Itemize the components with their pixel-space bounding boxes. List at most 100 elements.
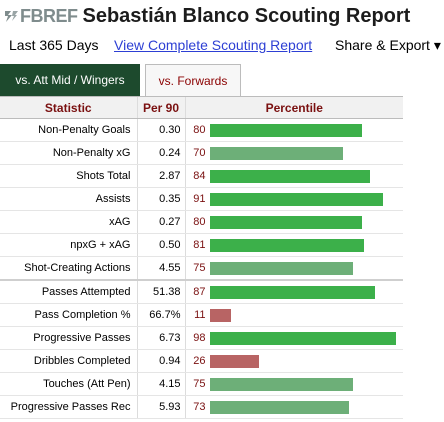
- percentile-wrap: 73: [186, 396, 404, 418]
- per90-value: 0.27: [136, 210, 185, 234]
- per90-value: 6.73: [136, 326, 185, 350]
- stat-name: npxG + xAG: [0, 233, 137, 257]
- percentile-bar: [209, 285, 375, 299]
- percentile-cell: 81: [184, 233, 404, 257]
- percentile-cell: 98: [184, 326, 404, 350]
- table-row: Assists 0.35 91: [0, 187, 404, 211]
- percentile-value: 84: [193, 170, 206, 182]
- percentile-value: 70: [193, 147, 206, 159]
- percentile-cell: 75: [184, 256, 404, 281]
- table-row: Touches (Att Pen) 4.15 75: [0, 372, 404, 396]
- percentile-wrap: 81: [186, 234, 404, 256]
- per90-value: 4.15: [136, 372, 185, 396]
- percentile-wrap: 26: [186, 350, 404, 372]
- percentile-cell: 70: [184, 141, 403, 165]
- percentile-value: 91: [193, 193, 206, 205]
- stat-name: Passes Attempted: [0, 279, 137, 304]
- stat-name: Non-Penalty xG: [0, 141, 137, 165]
- percentile-value: 11: [194, 309, 206, 321]
- percentile-bar: [209, 331, 396, 345]
- percentile-bar: [209, 215, 362, 229]
- table-row: Non-Penalty xG 0.24 70: [0, 141, 403, 165]
- table-row: Progressive Passes Rec 5.93 73: [0, 395, 404, 419]
- stat-name: Shots Total: [0, 164, 137, 188]
- fbref-logo-icon: [3, 8, 19, 24]
- share-export-menu[interactable]: Share & Export ▾: [335, 37, 441, 53]
- stat-name: Assists: [0, 187, 137, 211]
- table-row: npxG + xAG 0.50 81: [0, 233, 404, 257]
- percentile-bar: [209, 261, 353, 275]
- percentile-value: 75: [193, 262, 206, 274]
- percentile-wrap: 98: [186, 327, 404, 349]
- table-row: Progressive Passes 6.73 98: [0, 326, 404, 350]
- stat-name: Shot-Creating Actions: [0, 256, 137, 281]
- fbref-logo-text: FBREF: [20, 5, 78, 26]
- percentile-value: 73: [193, 401, 206, 413]
- per90-value: 2.87: [136, 164, 185, 188]
- percentile-cell: 75: [184, 372, 404, 396]
- column-header-percentile[interactable]: Percentile: [184, 96, 403, 119]
- table-row: Shots Total 2.87 84: [0, 164, 404, 188]
- percentile-wrap: 75: [186, 257, 404, 279]
- tab-forwards[interactable]: vs. Forwards: [145, 64, 241, 96]
- percentile-bar: [209, 354, 259, 368]
- percentile-value: 87: [193, 286, 206, 298]
- percentile-bar: [209, 238, 364, 252]
- per90-value: 0.24: [136, 141, 185, 165]
- percentile-bar: [209, 146, 343, 160]
- scouting-table-body: Non-Penalty Goals 0.30 80 Non-Penalty xG 0.2…: [0, 118, 404, 419]
- percentile-cell: 73: [184, 395, 404, 419]
- per90-value: 0.30: [136, 118, 185, 142]
- comparison-tabs: vs. Att Mid / Wingers vs. Forwards: [0, 64, 444, 96]
- stat-name: xAG: [0, 210, 137, 234]
- column-header-statistic[interactable]: Statistic: [0, 96, 137, 119]
- per90-value: 66.7%: [136, 303, 185, 327]
- per90-value: 51.38: [136, 279, 185, 304]
- percentile-cell: 26: [184, 349, 404, 373]
- percentile-value: 75: [193, 378, 206, 390]
- percentile-cell: 80: [184, 210, 404, 234]
- fbref-logo[interactable]: FBREF: [3, 6, 78, 27]
- percentile-cell: 80: [184, 118, 404, 142]
- stat-name: Pass Completion %: [0, 303, 137, 327]
- per90-value: 0.35: [136, 187, 185, 211]
- stat-name: Dribbles Completed: [0, 349, 137, 373]
- stat-name: Non-Penalty Goals: [0, 118, 137, 142]
- page-title: Sebastián Blanco Scouting Report: [82, 4, 411, 27]
- percentile-wrap: 84: [186, 165, 404, 187]
- percentile-wrap: 75: [186, 373, 404, 395]
- percentile-value: 98: [193, 332, 206, 344]
- percentile-bar: [209, 192, 383, 206]
- percentile-value: 80: [193, 216, 206, 228]
- tab-att-mid-wingers[interactable]: vs. Att Mid / Wingers: [0, 64, 140, 96]
- percentile-bar: [209, 308, 231, 322]
- percentile-bar: [209, 123, 362, 137]
- percentile-bar: [209, 400, 349, 414]
- table-row: xAG 0.27 80: [0, 210, 404, 234]
- percentile-wrap: 11: [186, 304, 404, 326]
- column-header-per90[interactable]: Per 90: [136, 96, 185, 119]
- percentile-wrap: 91: [186, 188, 404, 210]
- per90-value: 4.55: [136, 256, 185, 281]
- table-row: Passes Attempted 51.38 87: [0, 279, 404, 304]
- percentile-wrap: 80: [186, 211, 404, 233]
- percentile-bar: [209, 377, 353, 391]
- percentile-cell: 11: [184, 303, 404, 327]
- table-row: Shot-Creating Actions 4.55 75: [0, 256, 404, 281]
- view-complete-report-link[interactable]: View Complete Scouting Report: [114, 37, 313, 53]
- percentile-cell: 87: [184, 279, 404, 304]
- stat-name: Progressive Passes Rec: [0, 395, 137, 419]
- per90-value: 5.93: [136, 395, 185, 419]
- page-header: FBREF Sebastián Blanco Scouting Report: [0, 0, 444, 32]
- scouting-table: Statistic Per 90 Percentile Non-Penalty …: [0, 96, 403, 419]
- table-header-row: Statistic Per 90 Percentile: [0, 96, 403, 119]
- per90-value: 0.50: [136, 233, 185, 257]
- percentile-bar: [209, 169, 370, 183]
- percentile-cell: 91: [184, 187, 404, 211]
- table-row: Dribbles Completed 0.94 26: [0, 349, 404, 373]
- percentile-wrap: 87: [186, 281, 404, 303]
- per90-value: 0.94: [136, 349, 185, 373]
- table-row: Non-Penalty Goals 0.30 80: [0, 118, 404, 142]
- percentile-wrap: 80: [186, 119, 404, 141]
- stat-name: Touches (Att Pen): [0, 372, 137, 396]
